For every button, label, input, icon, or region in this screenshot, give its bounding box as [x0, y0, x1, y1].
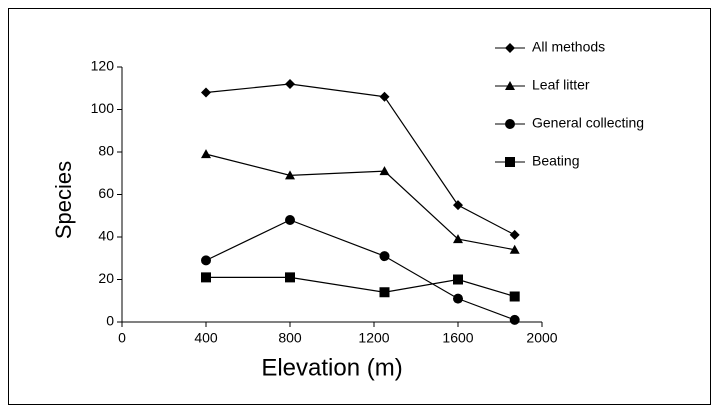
- frame: [8, 8, 711, 405]
- y-tick-label: 100: [91, 100, 115, 116]
- y-tick-label: 120: [91, 58, 115, 74]
- data-point: [285, 215, 295, 225]
- series-line: [205, 83, 515, 236]
- data-point: [379, 251, 390, 262]
- series-line: [205, 219, 515, 321]
- series-line: [205, 153, 515, 251]
- y-axis-label: Species: [51, 161, 76, 239]
- y-tick-label: 40: [98, 228, 114, 244]
- data-point: [453, 274, 463, 285]
- data-point: [285, 170, 295, 180]
- legend-marker: [505, 119, 515, 129]
- data-point: [201, 255, 211, 266]
- legend-marker: [505, 43, 515, 53]
- y-tick-label: 0: [106, 313, 114, 329]
- data-point: [379, 166, 390, 176]
- data-point: [379, 91, 390, 102]
- data-point: [285, 79, 295, 89]
- x-tick-label: 2000: [526, 330, 557, 346]
- legend-marker: [505, 157, 515, 167]
- y-tick-label: 20: [98, 270, 114, 286]
- data-point: [453, 293, 463, 304]
- data-point: [285, 272, 295, 283]
- x-tick-label: 0: [118, 330, 126, 346]
- x-tick-label: 1200: [358, 330, 389, 346]
- y-tick-label: 60: [98, 185, 114, 201]
- data-point: [509, 314, 520, 325]
- data-point: [201, 87, 211, 98]
- x-tick-label: 400: [194, 330, 218, 346]
- data-point: [453, 200, 463, 211]
- x-tick-label: 800: [278, 330, 302, 346]
- legend-label: General collecting: [532, 115, 644, 131]
- series-line: [206, 276, 515, 298]
- x-axis-label: Elevation (m): [261, 354, 402, 381]
- legend-label: Leaf litter: [532, 77, 590, 93]
- data-point: [509, 244, 520, 254]
- legend-label: Beating: [532, 153, 579, 169]
- data-point: [201, 149, 211, 159]
- data-point: [453, 234, 463, 244]
- legend-label: All methods: [532, 39, 605, 55]
- data-point: [509, 291, 520, 302]
- legend-marker: [505, 81, 515, 90]
- y-tick-label: 80: [98, 143, 114, 159]
- data-point: [509, 229, 520, 240]
- data-point: [201, 272, 211, 283]
- x-tick-label: 1600: [442, 330, 473, 346]
- data-point: [379, 287, 390, 298]
